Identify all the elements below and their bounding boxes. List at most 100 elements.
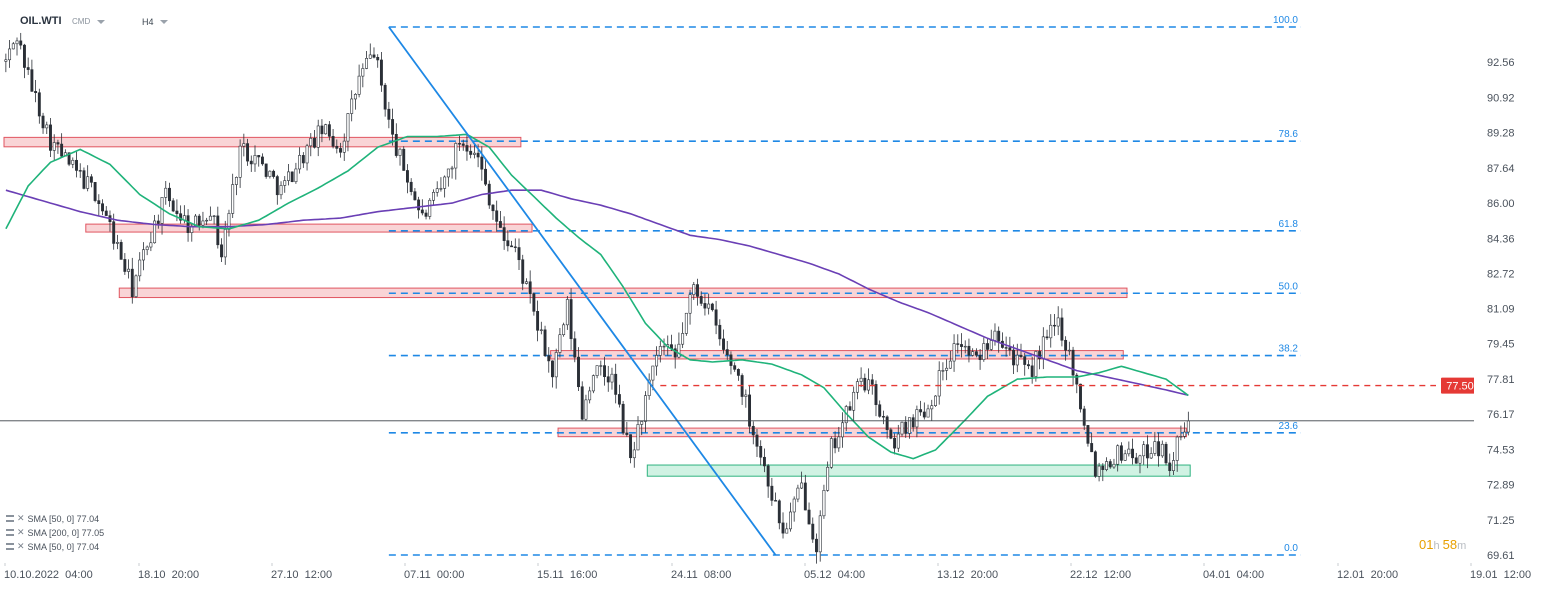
settings-icon[interactable]	[6, 543, 14, 550]
candle-body	[1090, 443, 1094, 453]
candle-body	[1131, 448, 1135, 459]
candle-body	[551, 360, 554, 378]
candle-body	[528, 281, 532, 295]
resistance-zone[interactable]	[85, 223, 533, 233]
fibonacci-level-label: 0.0	[1284, 543, 1298, 554]
instrument-type-label: CMD	[72, 17, 91, 26]
candle-body	[718, 324, 722, 340]
candle-body	[1168, 462, 1172, 471]
symbol-label[interactable]: OIL.WTI	[20, 15, 62, 27]
candle-body	[907, 417, 911, 434]
sma50-line[interactable]	[5, 133, 1189, 460]
candle-body	[1160, 443, 1164, 457]
x-tick-label: 07.11 00:00	[404, 569, 464, 581]
legend-item[interactable]: ✕ SMA [50, 0] 77.04	[6, 513, 99, 524]
candle-body	[123, 259, 127, 272]
candle-body	[774, 500, 778, 502]
candle-body	[599, 365, 603, 367]
candle-body	[402, 148, 406, 171]
candle-body	[900, 421, 904, 435]
candle-body	[565, 299, 569, 326]
candle-body	[1019, 354, 1023, 357]
candle-body	[290, 171, 294, 183]
candle-body	[710, 303, 714, 311]
candle-body	[807, 509, 811, 525]
candle-body	[465, 145, 469, 152]
resistance-zone[interactable]	[3, 136, 522, 148]
candle-body	[82, 170, 86, 189]
candle-body	[1086, 425, 1090, 444]
candle-body	[1079, 383, 1082, 410]
alert-price-tag[interactable]	[1441, 377, 1479, 394]
close-icon[interactable]: ✕	[17, 527, 25, 537]
candle-body	[677, 343, 681, 358]
candle-body	[919, 409, 923, 413]
candle-body	[1153, 441, 1157, 454]
y-tick-label: 84.36	[1487, 233, 1515, 245]
close-icon[interactable]: ✕	[17, 513, 25, 523]
chevron-down-icon[interactable]	[160, 20, 168, 24]
settings-icon[interactable]	[6, 515, 14, 522]
candle-body	[461, 143, 465, 146]
candle-body	[417, 199, 421, 211]
candle-body	[893, 438, 897, 449]
candle-body	[89, 176, 93, 183]
countdown-hours: 01	[1419, 537, 1434, 552]
candle-body	[1116, 445, 1120, 465]
candle-body	[699, 296, 703, 304]
candle-body	[922, 411, 926, 418]
candle-body	[313, 137, 316, 148]
sma-layer	[5, 133, 1189, 460]
candle-body	[658, 346, 662, 356]
candle-body	[1082, 408, 1086, 426]
y-tick-label: 89.28	[1487, 128, 1515, 140]
timeframe-selector[interactable]: H4	[142, 17, 154, 27]
candle-body	[260, 156, 264, 165]
support-zone[interactable]	[646, 464, 1191, 477]
candle-body	[86, 176, 90, 189]
candle-body	[11, 43, 15, 50]
candle-body	[469, 150, 473, 155]
candle-body	[1041, 336, 1045, 360]
candle-body	[714, 309, 718, 326]
legend-item[interactable]: ✕ SMA [50, 0] 77.04	[6, 541, 99, 552]
candle-body	[115, 242, 119, 244]
candle-body	[1030, 365, 1034, 377]
candle-body	[577, 356, 580, 388]
candle-body	[409, 181, 413, 192]
candle-body	[833, 438, 837, 449]
candle-body	[60, 143, 64, 157]
y-tick-label: 79.45	[1487, 339, 1515, 351]
candle-body	[777, 500, 781, 524]
candle-body	[1045, 336, 1049, 339]
candle-body	[643, 395, 647, 422]
candle-body	[495, 210, 499, 222]
candle-body	[978, 354, 982, 360]
candle-body	[696, 284, 699, 297]
candle-body	[112, 221, 116, 244]
trend-line[interactable]	[388, 26, 777, 556]
countdown-unit: h	[1433, 540, 1440, 552]
candle-body	[1056, 317, 1060, 327]
countdown-minutes: 58	[1442, 537, 1458, 552]
close-icon[interactable]: ✕	[17, 541, 25, 551]
candle-body	[915, 409, 919, 428]
candle-body	[1183, 431, 1187, 437]
legend-item[interactable]: ✕ SMA [200, 0] 77.05	[6, 527, 104, 538]
candle-body	[446, 168, 450, 178]
candle-body	[811, 523, 815, 540]
candle-body	[881, 416, 885, 418]
chevron-down-icon[interactable]	[97, 20, 105, 24]
fibonacci-level-label: 38.2	[1279, 344, 1299, 355]
candle-body	[762, 456, 766, 467]
candle-body	[655, 355, 659, 367]
candle-body	[640, 421, 644, 425]
candle-body	[948, 360, 952, 369]
candle-body	[1034, 351, 1038, 377]
x-tick-label: 22.12 12:00	[1070, 569, 1131, 581]
settings-icon[interactable]	[6, 529, 14, 536]
candle-body	[603, 365, 606, 378]
price-axis[interactable]	[1474, 0, 1546, 590]
candle-body	[8, 48, 12, 61]
